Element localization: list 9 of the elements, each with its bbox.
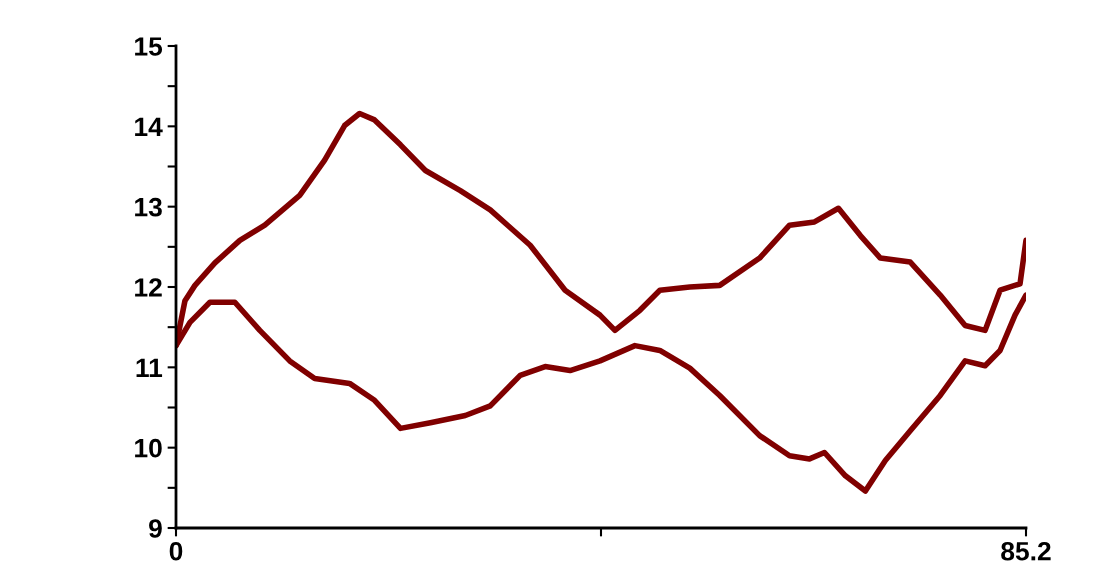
y-tick-label: 9 [149,519,162,538]
x-tick-label: 0 [169,541,183,561]
y-tick-label: 13 [135,197,162,217]
y-tick-label: 11 [136,358,163,377]
y-tick-label: 14 [135,117,163,136]
x-tick-label: 85.2 [1001,541,1051,561]
y-tick-label: 12 [135,278,162,297]
y-tick-label: 15 [135,37,163,56]
y-tick-label: 10 [135,438,162,458]
